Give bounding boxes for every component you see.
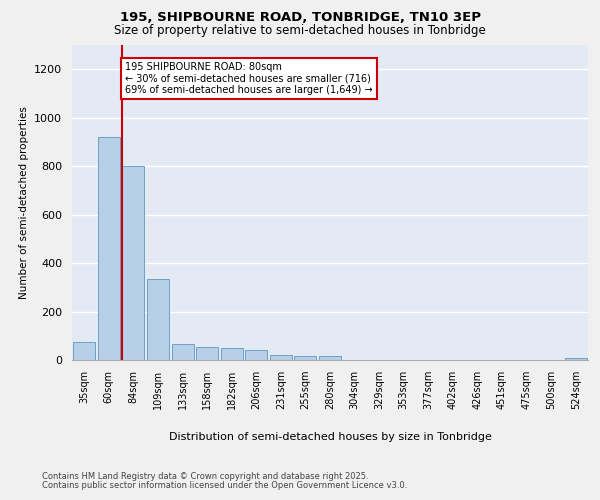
Bar xyxy=(295,356,316,360)
Bar xyxy=(172,344,194,360)
Bar xyxy=(270,355,292,360)
Bar xyxy=(73,342,95,360)
Bar xyxy=(319,356,341,360)
Bar xyxy=(147,279,169,360)
Bar xyxy=(98,137,120,360)
Text: Contains public sector information licensed under the Open Government Licence v3: Contains public sector information licen… xyxy=(42,481,407,490)
Text: 195 SHIPBOURNE ROAD: 80sqm
← 30% of semi-detached houses are smaller (716)
69% o: 195 SHIPBOURNE ROAD: 80sqm ← 30% of semi… xyxy=(125,62,373,95)
Bar xyxy=(196,346,218,360)
Bar xyxy=(565,358,587,360)
Bar xyxy=(122,166,145,360)
Y-axis label: Number of semi-detached properties: Number of semi-detached properties xyxy=(19,106,29,299)
Text: 195, SHIPBOURNE ROAD, TONBRIDGE, TN10 3EP: 195, SHIPBOURNE ROAD, TONBRIDGE, TN10 3E… xyxy=(119,11,481,24)
Text: Size of property relative to semi-detached houses in Tonbridge: Size of property relative to semi-detach… xyxy=(114,24,486,37)
Text: Contains HM Land Registry data © Crown copyright and database right 2025.: Contains HM Land Registry data © Crown c… xyxy=(42,472,368,481)
Bar xyxy=(221,348,243,360)
Bar xyxy=(245,350,268,360)
Text: Distribution of semi-detached houses by size in Tonbridge: Distribution of semi-detached houses by … xyxy=(169,432,491,442)
